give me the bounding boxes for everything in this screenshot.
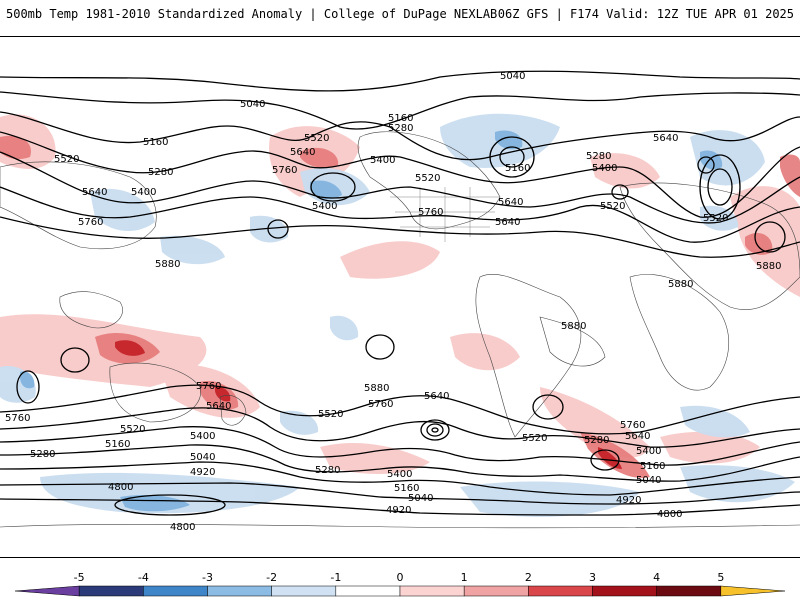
colorbar-segment — [463, 585, 529, 597]
positive-anomaly-shading — [0, 114, 800, 474]
strong-positive-anomaly — [0, 135, 800, 478]
contour-label: 4920 — [190, 467, 215, 478]
contour-label: 5520 — [318, 409, 343, 420]
anomaly-map: 5040 5040 5160 5280 5520 5520 5640 5400 … — [0, 70, 800, 533]
colorbar-segment — [399, 585, 465, 597]
contour-label: 5520 — [522, 433, 547, 444]
contour-label: 5880 — [364, 383, 389, 394]
contour-label: 5400 — [636, 446, 661, 457]
contour-label: 5040 — [636, 475, 661, 486]
contour-label: 5760 — [78, 217, 103, 228]
contour-label: 5520 — [120, 424, 145, 435]
contour-label: 5400 — [592, 163, 617, 174]
contour-label: 5280 — [388, 123, 413, 134]
map-panel: 5040 5040 5160 5280 5520 5520 5640 5400 … — [0, 36, 800, 558]
contour-label: 5880 — [756, 261, 781, 272]
contour-label: 5880 — [561, 321, 586, 332]
colorbar-segment — [143, 585, 208, 597]
contour-label: 5640 — [653, 133, 678, 144]
height-contours — [0, 70, 800, 516]
contour-label: 5640 — [625, 431, 650, 442]
colorbar-tick-label: 3 — [589, 571, 596, 584]
contour-label: 5520 — [703, 213, 728, 224]
colorbar-tick-label: 5 — [717, 571, 725, 584]
contour-label: 5640 — [206, 401, 231, 412]
colorbar-segment — [207, 585, 272, 597]
colorbar-tick-label: 2 — [524, 571, 532, 584]
contour-label: 5280 — [315, 465, 340, 476]
anomaly-colorbar: -5 -4 -3 -2 -1 0 1 2 3 4 5 — [0, 566, 800, 600]
colorbar-segment — [78, 585, 144, 597]
contour-label: 5400 — [131, 187, 156, 198]
colorbar-segment — [528, 585, 593, 597]
colorbar-tick-label: 4 — [653, 571, 661, 584]
contour-label: 5760 — [418, 207, 443, 218]
contour-labels: 5040 5040 5160 5280 5520 5520 5640 5400 … — [5, 71, 781, 533]
contour-label: 5040 — [190, 452, 215, 463]
contour-label: 5520 — [600, 201, 625, 212]
colorbar-tick-label: -4 — [137, 571, 149, 584]
colorbar-tick-label: 1 — [460, 571, 468, 584]
contour-label: 5640 — [424, 391, 449, 402]
contour-label: 5280 — [148, 167, 173, 178]
contour-label: 4920 — [616, 495, 641, 506]
colorbar-tick-label: -3 — [202, 571, 213, 584]
contour-label: 5760 — [272, 165, 297, 176]
contour-label: 5760 — [368, 399, 393, 410]
colorbar-tick-label: -5 — [73, 571, 85, 584]
contour-label: 5640 — [498, 197, 523, 208]
contour-label: 4800 — [108, 482, 133, 493]
contour-label: 5160 — [394, 483, 419, 494]
colorbar-segment — [271, 585, 337, 597]
contour-label: 5400 — [387, 469, 412, 480]
coastlines — [0, 131, 800, 529]
contour-label: 5400 — [370, 155, 395, 166]
contour-label: 5280 — [30, 449, 55, 460]
colorbar-segment — [592, 585, 657, 597]
contour-label: 5040 — [408, 493, 433, 504]
contour-label: 5760 — [620, 420, 645, 431]
contour-label: 4920 — [386, 505, 411, 516]
contour-label: 5520 — [304, 133, 329, 144]
contour-label: 4800 — [170, 522, 195, 533]
colorbar-segment — [335, 585, 401, 597]
colorbar-segment — [656, 585, 722, 597]
contour-label: 4800 — [657, 509, 682, 520]
contour-label: 5400 — [190, 431, 215, 442]
contour-label: 5040 — [500, 71, 525, 82]
contour-label: 5520 — [415, 173, 440, 184]
extreme-positive-anomaly — [115, 340, 622, 469]
contour-label: 5520 — [54, 154, 79, 165]
model-valid-time: 06Z GFS | F174 Valid: 12Z TUE APR 01 202… — [497, 7, 794, 21]
colorbar-segment — [720, 585, 786, 597]
contour-label: 5160 — [505, 163, 530, 174]
contour-label: 5880 — [155, 259, 180, 270]
contour-label: 5160 — [105, 439, 130, 450]
contour-label: 5760 — [196, 381, 221, 392]
contour-label: 5640 — [290, 147, 315, 158]
contour-label: 5160 — [640, 461, 665, 472]
contour-label: 5160 — [388, 113, 413, 124]
political-borders — [390, 187, 500, 242]
colorbar-tick-label: -2 — [266, 571, 278, 584]
colorbar-scale — [14, 585, 786, 597]
colorbar-tick-label: -1 — [330, 571, 342, 584]
contour-label: 5880 — [668, 279, 693, 290]
strong-negative-anomaly — [20, 130, 723, 512]
contour-label: 5160 — [143, 137, 168, 148]
contour-label: 5640 — [82, 187, 107, 198]
contour-label: 5760 — [5, 413, 30, 424]
colorbar-tick-label: 0 — [396, 571, 404, 584]
contour-label: 5280 — [586, 151, 611, 162]
header: 500mb Temp 1981-2010 Standardized Anomal… — [0, 0, 800, 30]
contour-label: 5400 — [312, 201, 337, 212]
contour-label: 5280 — [584, 435, 609, 446]
contour-label: 5640 — [495, 217, 520, 228]
map-title: 500mb Temp 1981-2010 Standardized Anomal… — [6, 7, 498, 21]
contour-label: 5040 — [240, 99, 265, 110]
colorbar-segment — [14, 585, 80, 597]
